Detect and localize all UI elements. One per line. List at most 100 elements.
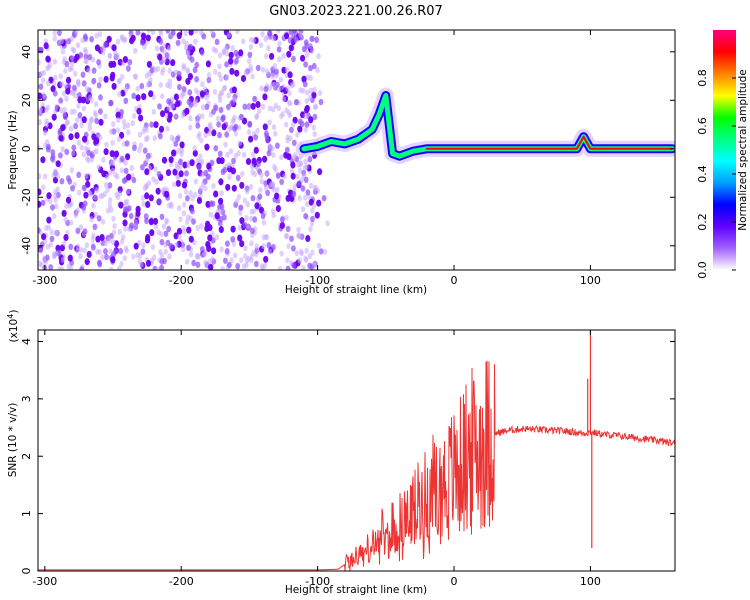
heatmap-cell (225, 240, 230, 247)
heatmap-cell (291, 245, 296, 252)
heatmap-cell (188, 124, 193, 131)
heatmap-cell (299, 250, 304, 257)
heatmap-cell (275, 205, 281, 212)
heatmap-cell (225, 183, 231, 191)
heatmap-cell (178, 192, 183, 199)
heatmap-cell (174, 241, 179, 248)
heatmap-cell (188, 251, 194, 258)
snr-x-tick-label: -200 (169, 575, 194, 588)
heatmap-cell (160, 110, 166, 118)
heatmap-cell (44, 139, 50, 146)
heatmap-cell (43, 129, 48, 136)
heatmap-cell (161, 156, 168, 164)
heatmap-cell (83, 53, 89, 60)
heatmap-cell (139, 39, 145, 46)
heatmap-cell (133, 73, 139, 80)
heatmap-cell (133, 223, 139, 230)
heatmap-cell (67, 254, 73, 262)
heatmap-cell (200, 81, 205, 88)
heatmap-cell (81, 105, 87, 112)
heatmap-cell (284, 32, 290, 40)
spectrogram-x-tick-label: -300 (32, 274, 57, 287)
heatmap-cell (93, 194, 98, 201)
heatmap-cell (76, 102, 81, 109)
heatmap-cell (155, 266, 160, 270)
heatmap-cell (170, 30, 176, 36)
heatmap-cell (153, 121, 159, 129)
heatmap-cell (311, 62, 317, 70)
heatmap-cell (260, 103, 266, 110)
heatmap-cell (199, 49, 205, 56)
heatmap-cell (45, 80, 51, 87)
heatmap-cell (308, 43, 313, 49)
heatmap-cell (38, 188, 42, 196)
heatmap-cell (308, 75, 313, 82)
heatmap-cell (237, 234, 243, 242)
colorbar-tick-label: 0.4 (696, 165, 709, 183)
heatmap-cell (40, 77, 46, 84)
heatmap-cell (303, 176, 309, 183)
heatmap-cell (65, 119, 70, 126)
heatmap-cell (180, 91, 185, 97)
heatmap-cell (233, 130, 238, 137)
heatmap-cell (266, 150, 272, 157)
heatmap-cell (245, 201, 251, 208)
heatmap-cell (122, 118, 127, 125)
heatmap-cell (38, 173, 42, 180)
heatmap-cell (239, 240, 245, 248)
heatmap-cell (238, 209, 243, 216)
snr-frame (37, 329, 676, 572)
heatmap-cell (247, 58, 252, 65)
heatmap-cell (246, 129, 252, 135)
heatmap-cell (204, 94, 209, 101)
heatmap-cell (221, 48, 227, 55)
heatmap-cell (213, 68, 218, 75)
heatmap-cell (242, 197, 248, 204)
heatmap-cell (61, 209, 67, 217)
heatmap-cell (130, 120, 135, 127)
heatmap-cell (159, 264, 164, 270)
heatmap-cell (40, 199, 46, 206)
heatmap-cell (91, 77, 97, 85)
heatmap-cell (159, 213, 165, 220)
heatmap-cell (167, 111, 173, 119)
heatmap-cell (185, 219, 190, 225)
heatmap-cell (100, 254, 105, 261)
heatmap-cell (174, 161, 179, 168)
heatmap-cell (295, 173, 300, 180)
heatmap-cell (116, 136, 122, 143)
heatmap-cell (136, 107, 142, 115)
spectrogram-x-tick-label: 100 (580, 274, 601, 287)
heatmap-cell (85, 155, 90, 162)
heatmap-cell (256, 108, 262, 115)
heatmap-cell (296, 226, 301, 233)
heatmap-cell (285, 265, 291, 270)
heatmap-cell (41, 233, 47, 241)
heatmap-cell (89, 36, 94, 43)
heatmap-cell (50, 149, 56, 156)
heatmap-cell (133, 242, 139, 250)
heatmap-cell (140, 164, 145, 171)
spectrogram-y-tick-label: 40 (20, 45, 33, 59)
heatmap-cell (313, 185, 318, 192)
heatmap-cell (42, 173, 48, 180)
heatmap-cell (214, 234, 220, 241)
heatmap-cell (45, 65, 50, 72)
heatmap-cell (143, 136, 149, 143)
heatmap-cell (38, 109, 42, 116)
heatmap-cell (207, 130, 212, 137)
heatmap-cell (195, 157, 200, 164)
heatmap-cell (195, 225, 200, 231)
heatmap-cell (153, 223, 159, 230)
heatmap-cell (63, 234, 69, 241)
heatmap-cell (49, 229, 54, 236)
heatmap-cell (198, 30, 204, 36)
spectrogram-x-tick-label: -200 (169, 274, 194, 287)
heatmap-cell (281, 53, 286, 59)
heatmap-cell (189, 56, 195, 63)
heatmap-cell (99, 234, 105, 241)
heatmap-cell (83, 145, 89, 152)
heatmap-cell (263, 85, 269, 93)
heatmap-cell (304, 257, 309, 263)
